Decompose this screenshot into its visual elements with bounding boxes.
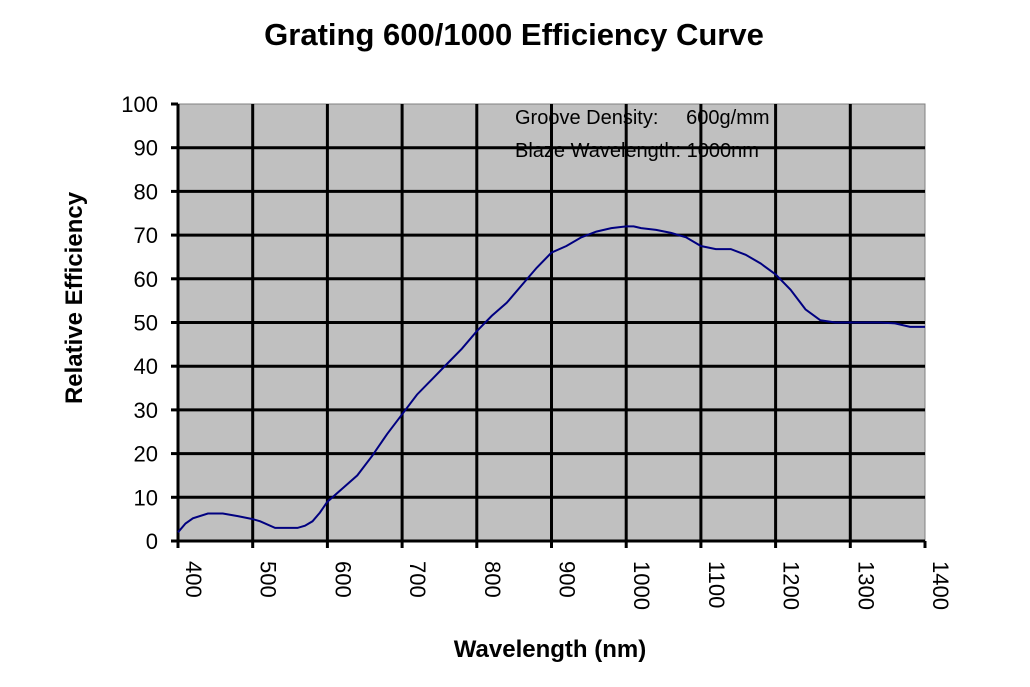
chart-title: Grating 600/1000 Efficiency Curve: [264, 17, 764, 52]
x-tick-label: 1200: [779, 561, 804, 610]
y-tick-label: 70: [134, 223, 158, 248]
y-tick-label: 100: [121, 92, 158, 117]
annotation-blaze-wavelength: Blaze Wavelength: 1000nm: [515, 140, 759, 162]
y-tick-label: 30: [134, 398, 158, 423]
x-tick-label: 700: [405, 561, 430, 598]
y-tick-label: 10: [134, 485, 158, 510]
y-axis-ticks: 0 10 20 30 40 50 60 70 80 90 100: [121, 92, 178, 554]
y-tick-label: 80: [134, 179, 158, 204]
y-tick-label: 0: [146, 529, 158, 554]
x-tick-label: 900: [555, 561, 580, 598]
y-tick-label: 40: [134, 354, 158, 379]
series-layer: [177, 225, 925, 533]
x-tick-label: 1400: [928, 561, 953, 610]
x-tick-label: 1100: [704, 561, 729, 608]
annotation-groove-density: Groove Density: 600g/mm: [515, 107, 770, 129]
x-tick-label: 1000: [629, 561, 654, 610]
y-tick-label: 20: [134, 442, 158, 467]
x-tick-label: 1300: [853, 561, 878, 610]
series-line-efficiency: [177, 225, 925, 533]
y-axis-title: Relative Efficiency: [61, 191, 88, 404]
y-tick-label: 60: [134, 267, 158, 292]
x-tick-label: 600: [330, 561, 355, 598]
x-axis-ticks: 400 500 600 700 800 900 1000 1100 1200 1300 1400: [176, 541, 953, 610]
x-tick-label: 400: [181, 561, 206, 598]
y-tick-label: 50: [134, 311, 158, 336]
x-axis-title: Wavelength (nm): [454, 636, 646, 663]
x-tick-label: 500: [256, 561, 281, 598]
y-tick-label: 90: [134, 136, 158, 161]
x-tick-label: 800: [480, 561, 505, 598]
